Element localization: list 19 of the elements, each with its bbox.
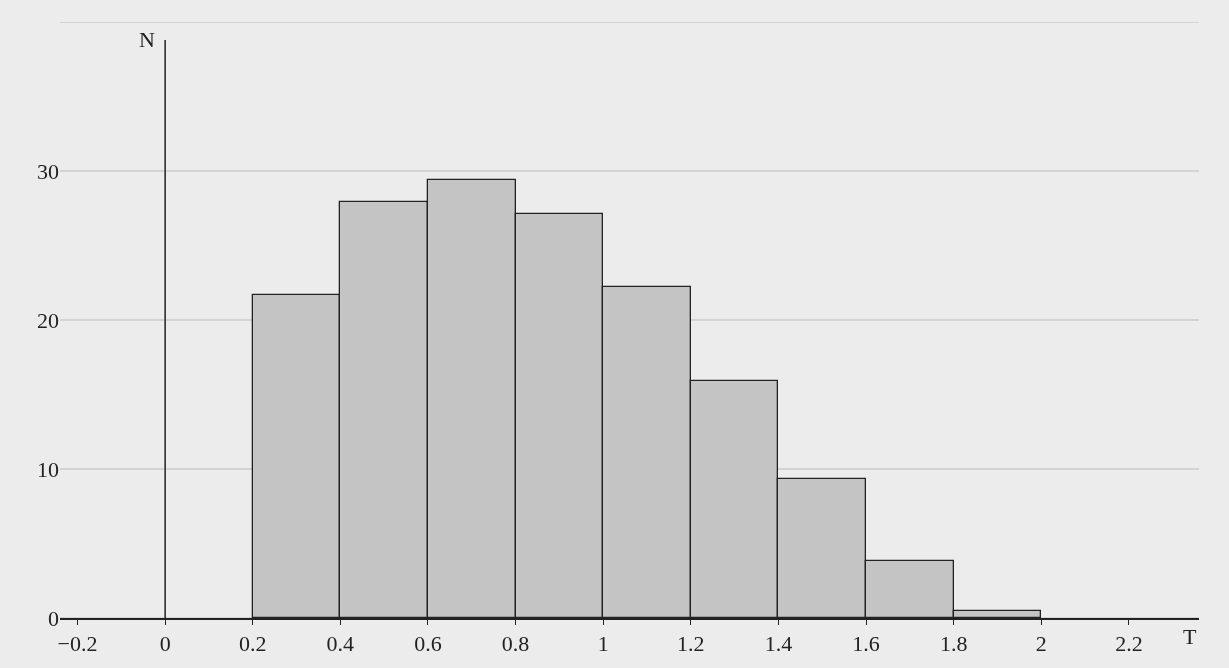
- y-tick-label: 0: [48, 605, 59, 631]
- x-tick-label: 0: [159, 631, 171, 657]
- x-tick-label: 2.2: [1115, 631, 1143, 657]
- x-tick-label: 1.8: [939, 631, 968, 657]
- x-tick-label: 1.4: [764, 631, 793, 657]
- x-tick-label: −0.2: [57, 631, 98, 657]
- x-tick-label: 1.2: [677, 631, 705, 657]
- x-tick-label: 2: [1035, 631, 1047, 657]
- x-tick-label: 0.2: [239, 631, 267, 657]
- x-tick-label: 0.6: [414, 631, 442, 657]
- x-tick-label: 1: [597, 631, 609, 657]
- x-axis-title: T: [1183, 624, 1197, 649]
- y-tick-label: 30: [37, 158, 59, 184]
- y-tick-label: 10: [37, 456, 59, 482]
- x-tick-label: 0.4: [326, 631, 355, 657]
- y-axis-title: N: [139, 27, 155, 52]
- x-tick-label: 1.6: [852, 631, 880, 657]
- x-tick-label: 0.8: [501, 631, 530, 657]
- y-tick-label: 20: [37, 307, 59, 333]
